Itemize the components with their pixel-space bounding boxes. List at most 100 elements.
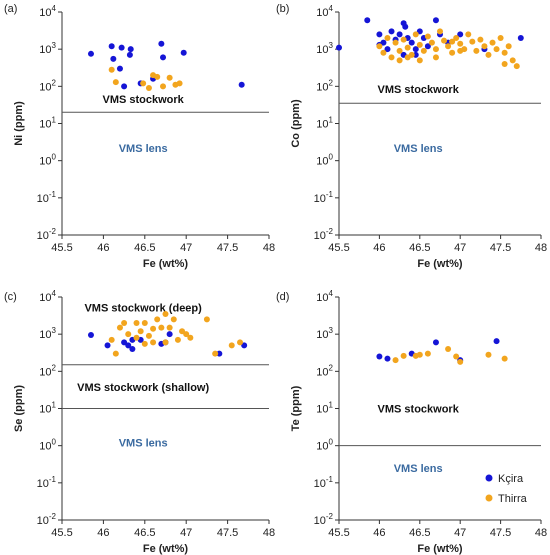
data-point [187, 334, 194, 341]
chart-panel-3: 45.5 46 46.5 47 47.5 4810-210-110010110210310… [4, 289, 275, 555]
x-tick-label: 46 [97, 242, 109, 254]
x-tick-label: 47 [454, 527, 466, 539]
data-point [441, 37, 448, 44]
y-tick-base: 10 [316, 119, 328, 131]
data-point [408, 39, 415, 46]
y-tick-base: 10 [316, 7, 328, 19]
data-point [400, 352, 407, 359]
x-axis-title: Fe (wt%) [417, 543, 463, 555]
y-tick-label: 10-2 [314, 512, 334, 527]
y-tick-exponent: 4 [329, 4, 334, 13]
data-point [170, 316, 177, 323]
y-tick-exponent: 2 [329, 363, 334, 372]
data-point [416, 41, 423, 48]
x-tick-label: 46 [97, 527, 109, 539]
region-label-lens: VMS lens [119, 438, 168, 450]
data-point [116, 65, 123, 72]
y-tick-base: 10 [316, 441, 328, 453]
y-tick-exponent: -2 [326, 512, 334, 521]
y-tick-base: 10 [39, 81, 51, 93]
data-point [485, 51, 492, 58]
data-point [396, 47, 403, 54]
y-tick-base: 10 [316, 156, 328, 168]
y-tick-exponent: 0 [329, 153, 334, 162]
y-tick-label: 10-1 [37, 190, 57, 205]
y-axis-title: Ni (ppm) [13, 101, 25, 146]
data-point [501, 49, 508, 56]
y-tick-exponent: 4 [52, 4, 57, 13]
y-tick-label: 100 [316, 153, 333, 168]
data-point [150, 72, 157, 79]
data-point [228, 342, 235, 349]
series-thirra [108, 66, 183, 92]
data-point [87, 331, 94, 338]
y-tick-label: 10-2 [37, 512, 57, 527]
y-tick-exponent: 4 [52, 289, 57, 298]
y-tick-label: 103 [39, 326, 56, 341]
region-label-stockwork: VMS stockwork (deep) [84, 303, 202, 315]
y-tick-base: 10 [39, 329, 51, 341]
data-point [110, 55, 117, 62]
data-point [400, 36, 407, 43]
x-tick-label: 48 [263, 242, 275, 254]
data-point [176, 80, 183, 87]
data-point [145, 332, 152, 339]
y-tick-exponent: 2 [52, 78, 57, 87]
data-point [453, 353, 460, 360]
x-tick-label: 45.5 [328, 242, 349, 254]
region-label-lens: VMS lens [394, 463, 443, 475]
y-tick-base: 10 [39, 441, 51, 453]
data-point [237, 339, 244, 346]
x-tick-label: 48 [535, 527, 547, 539]
data-point [104, 342, 111, 349]
data-point [457, 358, 464, 365]
data-point [384, 355, 391, 362]
data-point [412, 352, 419, 359]
y-tick-exponent: 1 [52, 116, 57, 125]
region-label-stockwork: VMS stockwork (shallow) [77, 382, 209, 394]
y-axis-title: Te (ppm) [290, 385, 302, 431]
data-point [166, 74, 173, 81]
data-point [457, 47, 464, 54]
data-point [493, 46, 500, 53]
y-tick-label: 10-1 [314, 475, 334, 490]
x-tick-label: 46 [373, 527, 385, 539]
legend-marker [485, 494, 493, 502]
y-tick-base: 10 [37, 478, 49, 490]
x-tick-label: 46.5 [409, 242, 430, 254]
y-tick-label: 101 [316, 116, 333, 131]
data-point [126, 51, 133, 58]
data-point [121, 339, 128, 346]
series-kcira [87, 40, 245, 90]
data-point [140, 80, 147, 87]
y-tick-label: 102 [316, 78, 333, 93]
data-point [87, 50, 94, 57]
y-tick-exponent: 1 [329, 401, 334, 410]
legend: Kçira Thirra [485, 473, 528, 505]
data-point [445, 345, 452, 352]
y-tick-base: 10 [314, 193, 326, 205]
data-point [404, 44, 411, 51]
y-tick-base: 10 [39, 404, 51, 416]
data-point [428, 39, 435, 46]
data-point [125, 331, 132, 338]
y-tick-exponent: 0 [52, 153, 57, 162]
data-point [432, 46, 439, 53]
data-point [432, 54, 439, 61]
data-point [416, 57, 423, 64]
data-point [137, 328, 144, 335]
data-point [489, 39, 496, 46]
y-tick-exponent: -2 [49, 227, 57, 236]
x-tick-label: 47 [454, 242, 466, 254]
x-axis-title: Fe (wt%) [143, 543, 189, 555]
data-point [473, 47, 480, 54]
x-tick-label: 47.5 [217, 527, 238, 539]
data-point [404, 54, 411, 61]
data-point [437, 28, 443, 35]
y-tick-base: 10 [39, 119, 51, 131]
chart-panel-1: 45.5 46 46.5 47 47.5 4810-210-110010110210310… [4, 3, 275, 270]
x-tick-label: 46 [373, 242, 385, 254]
y-tick-label: 104 [316, 4, 333, 19]
data-point [160, 54, 167, 61]
data-point [118, 44, 125, 51]
